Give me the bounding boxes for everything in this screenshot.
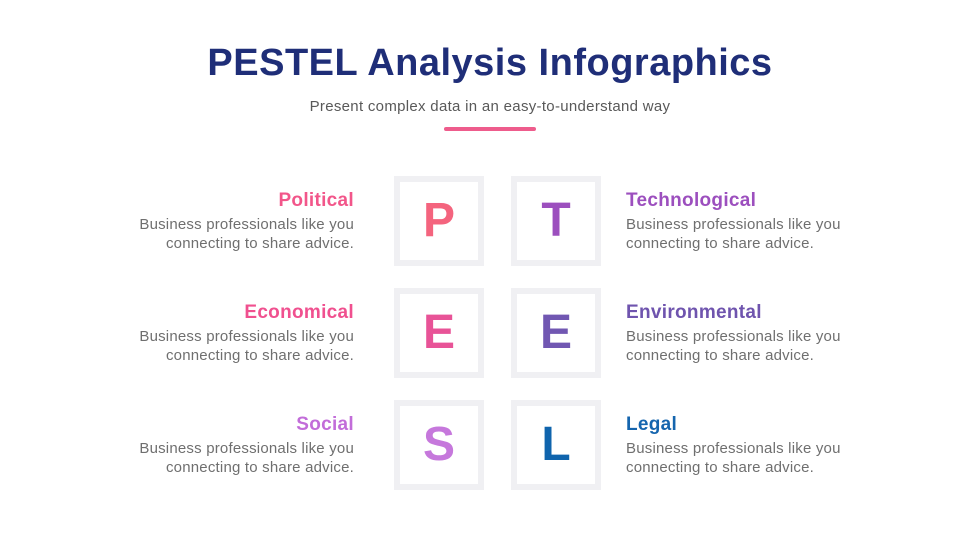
item-title-legal: Legal bbox=[626, 413, 678, 435]
letter-box-t: T bbox=[511, 176, 601, 266]
item-desc-social: Business professionals like you connecti… bbox=[109, 439, 354, 477]
desc-line-2: connecting to share advice. bbox=[165, 458, 354, 476]
item-desc-legal: Business professionals like you connecti… bbox=[626, 439, 871, 477]
letter-box-l: L bbox=[511, 400, 601, 490]
item-text-economical: Economical Business professionals like y… bbox=[109, 302, 354, 365]
pestel-row-3: Social Business professionals like you c… bbox=[0, 400, 980, 490]
desc-line-1: Business professionals like you bbox=[139, 327, 354, 345]
page-title: PESTEL Analysis Infographics bbox=[207, 42, 773, 84]
letter-box-p: P bbox=[394, 176, 484, 266]
desc-line-1: Business professionals like you bbox=[139, 215, 354, 233]
desc-line-2: connecting to share advice. bbox=[165, 234, 354, 252]
item-title-environmental: Environmental bbox=[626, 301, 762, 323]
item-text-social: Social Business professionals like you c… bbox=[109, 414, 354, 477]
desc-line-1: Business professionals like you bbox=[626, 327, 841, 345]
item-title-political: Political bbox=[278, 189, 354, 211]
desc-line-2: connecting to share advice. bbox=[165, 346, 354, 364]
pestel-grid: Political Business professionals like yo… bbox=[0, 176, 980, 490]
letter-box-s: S bbox=[394, 400, 484, 490]
desc-line-2: connecting to share advice. bbox=[626, 458, 815, 476]
letter-s: S bbox=[422, 418, 455, 471]
item-text-environmental: Environmental Business professionals lik… bbox=[626, 302, 871, 365]
letter-l: L bbox=[541, 418, 571, 471]
item-title-economical: Economical bbox=[244, 301, 354, 323]
item-desc-technological: Business professionals like you connecti… bbox=[626, 215, 871, 253]
item-text-technological: Technological Business professionals lik… bbox=[626, 190, 871, 253]
letter-box-e-right: E bbox=[511, 288, 601, 378]
desc-line-1: Business professionals like you bbox=[626, 439, 841, 457]
desc-line-2: connecting to share advice. bbox=[626, 234, 815, 252]
item-desc-environmental: Business professionals like you connecti… bbox=[626, 327, 871, 365]
item-desc-economical: Business professionals like you connecti… bbox=[109, 327, 354, 365]
item-desc-political: Business professionals like you connecti… bbox=[109, 215, 354, 253]
item-text-legal: Legal Business professionals like you co… bbox=[626, 414, 871, 477]
pestel-row-2: Economical Business professionals like y… bbox=[0, 288, 980, 378]
pestel-row-1: Political Business professionals like yo… bbox=[0, 176, 980, 266]
letter-e-right: E bbox=[539, 306, 572, 359]
item-title-technological: Technological bbox=[626, 189, 757, 211]
page-subtitle: Present complex data in an easy-to-under… bbox=[309, 98, 671, 115]
item-text-political: Political Business professionals like yo… bbox=[109, 190, 354, 253]
letter-p: P bbox=[422, 194, 455, 247]
item-title-social: Social bbox=[296, 413, 354, 435]
desc-line-2: connecting to share advice. bbox=[626, 346, 815, 364]
letter-t: T bbox=[541, 194, 571, 247]
letter-e-left: E bbox=[422, 306, 455, 359]
desc-line-1: Business professionals like you bbox=[139, 439, 354, 457]
divider-line bbox=[444, 127, 536, 131]
letter-box-e-left: E bbox=[394, 288, 484, 378]
desc-line-1: Business professionals like you bbox=[626, 215, 841, 233]
